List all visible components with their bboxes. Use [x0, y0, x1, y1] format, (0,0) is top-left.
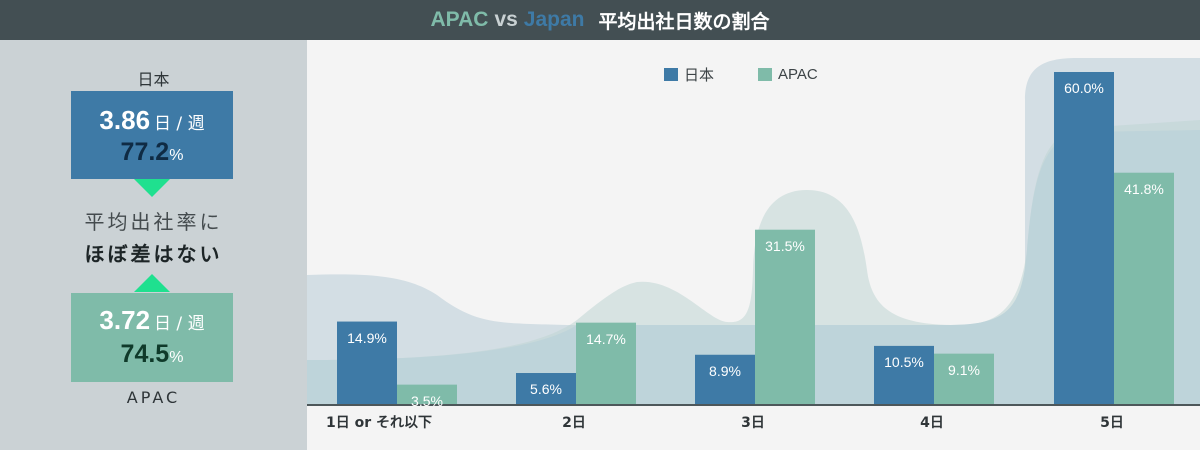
bar-value-label: 10.5%: [884, 353, 924, 370]
chart-background-areas: [307, 58, 1200, 406]
bar-value-label: 9.1%: [948, 361, 980, 378]
legend-item-japan: 日本: [664, 64, 714, 85]
legend-swatch-japan: [664, 68, 678, 81]
bar-japan: [1054, 72, 1114, 404]
title-jp: 平均出社日数の割合: [598, 10, 770, 33]
bar-apac: [1114, 172, 1174, 404]
japan-pct-symbol: %: [169, 147, 184, 164]
category-label: 5日: [1100, 415, 1124, 431]
bar-apac: [397, 384, 457, 404]
triangle-up-icon: [134, 274, 170, 292]
bar-value-label: 5.6%: [530, 381, 562, 397]
category-label: 4日: [920, 415, 944, 431]
bar-japan: [874, 345, 934, 404]
bar-value-label: 41.8%: [1124, 180, 1164, 197]
apac-pct-symbol: %: [169, 349, 184, 366]
bar-value-label: 14.7%: [586, 330, 626, 347]
japan-days-unit: 日 / 週: [154, 114, 205, 134]
category-label: 1日 or それ以下: [325, 415, 432, 431]
middle-text-line2: ほぼ差はない: [84, 242, 223, 266]
title-apac: APAC: [430, 8, 489, 31]
apac-days-value: 3.72: [99, 305, 151, 335]
bar-value-label: 14.9%: [347, 329, 387, 346]
bar-apac: [755, 229, 815, 404]
legend-label-japan: 日本: [684, 67, 715, 84]
chart-legend: 日本 APAC: [664, 64, 818, 85]
bar-value-label: 3.5%: [411, 392, 443, 409]
title-japan: Japan: [523, 8, 585, 31]
japan-summary-card: 3.86 日 / 週 77.2%: [71, 91, 233, 179]
bar-japan: [695, 354, 755, 404]
legend-item-apac: APAC: [758, 64, 818, 85]
bar-chart: 日本 APAC 14.9% 5.6% 8.9% 10.5% 60.0% 3.5% 14.7%…: [307, 40, 1200, 450]
bar-japan: [337, 321, 397, 404]
triangle-down-icon: [134, 179, 170, 197]
category-label: 3日: [741, 415, 765, 431]
title-bar: APAC vs Japan 平均出社日数の割合: [0, 0, 1200, 40]
middle-text-line1: 平均出社率に: [84, 210, 223, 234]
bar-apac: [934, 353, 994, 404]
bar-value-label: 60.0%: [1064, 80, 1104, 96]
apac-days-unit: 日 / 週: [154, 314, 205, 334]
bar-value-label: 8.9%: [709, 362, 741, 379]
legend-label-apac: APAC: [778, 66, 818, 83]
summary-panel: 日本 3.86 日 / 週 77.2% 平均出社率に ほぼ差はない 3.72 日 /…: [0, 40, 307, 450]
bar-apac: [576, 322, 636, 404]
japan-label: 日本: [137, 70, 170, 89]
bar-japan: [516, 373, 576, 404]
apac-pct-value: 74.5: [120, 340, 170, 368]
apac-label: APAC: [126, 388, 181, 407]
apac-summary-card: 3.72 日 / 週 74.5%: [71, 293, 233, 382]
japan-pct-value: 77.2: [120, 138, 170, 166]
japan-days-value: 3.86: [99, 105, 151, 135]
category-label: 2日: [562, 415, 586, 431]
bar-value-label: 31.5%: [765, 237, 805, 254]
title-vs: vs: [494, 8, 518, 31]
legend-swatch-apac: [758, 68, 773, 81]
